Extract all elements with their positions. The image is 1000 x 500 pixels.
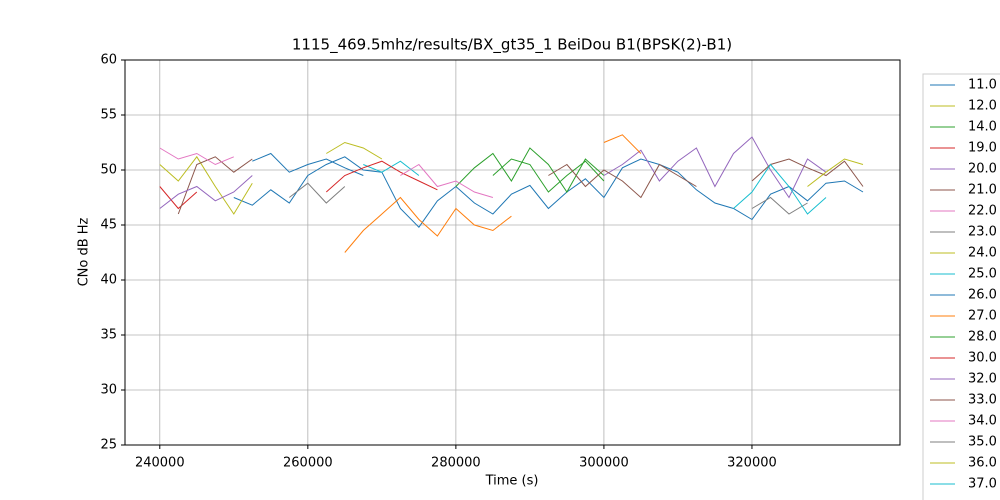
legend-label: 27.0 xyxy=(968,309,997,324)
series-line xyxy=(288,182,346,204)
legend-label: 37.0 xyxy=(968,477,997,492)
x-tick-label: 320000 xyxy=(727,456,777,471)
legend-label: 14.0 xyxy=(968,120,997,135)
legend-label: 21.0 xyxy=(968,183,997,198)
y-tick-label: 40 xyxy=(100,273,117,288)
series-line xyxy=(751,196,808,215)
series-line xyxy=(807,158,864,187)
series-line xyxy=(363,160,420,176)
series-line xyxy=(492,158,605,193)
series-line xyxy=(603,136,827,199)
legend-label: 34.0 xyxy=(968,414,997,429)
series-line xyxy=(455,147,605,193)
series-line xyxy=(177,156,253,215)
legend-label: 32.0 xyxy=(968,372,997,387)
y-tick-label: 30 xyxy=(100,383,117,398)
legend-label: 36.0 xyxy=(968,456,997,471)
series-line xyxy=(344,134,642,253)
plot-frame xyxy=(124,59,901,446)
legend-label: 35.0 xyxy=(968,435,997,450)
legend-label: 30.0 xyxy=(968,351,997,366)
legend-label: 20.0 xyxy=(968,162,997,177)
y-tick-label: 60 xyxy=(100,53,117,68)
series-line xyxy=(326,141,383,160)
legend-label: 33.0 xyxy=(968,393,997,408)
x-axis-label: Time (s) xyxy=(485,474,539,489)
y-tick-label: 45 xyxy=(100,218,117,233)
series-line xyxy=(733,163,827,215)
series-line xyxy=(159,147,234,166)
legend-box xyxy=(922,73,1000,500)
y-tick-label: 55 xyxy=(100,108,117,123)
legend-label: 19.0 xyxy=(968,141,997,156)
x-tick-label: 300000 xyxy=(579,456,629,471)
series-line xyxy=(252,152,364,176)
chart-title: 1115_469.5mhz/results/BX_gt35_1 BeiDou B… xyxy=(292,36,732,55)
series-line xyxy=(400,163,494,198)
legend-label: 25.0 xyxy=(968,267,997,282)
series-line xyxy=(325,160,438,193)
series-line xyxy=(233,156,864,228)
x-tick-label: 260000 xyxy=(283,456,333,471)
series-line xyxy=(159,155,253,215)
legend-label: 26.0 xyxy=(968,288,997,303)
x-tick-label: 280000 xyxy=(431,456,481,471)
series-line xyxy=(159,175,253,209)
legend-label: 11.0 xyxy=(968,78,997,93)
legend-label: 24.0 xyxy=(968,246,997,261)
y-tick-label: 35 xyxy=(100,328,117,343)
y-tick-label: 50 xyxy=(100,163,117,178)
series-line xyxy=(159,186,198,210)
legend-label: 28.0 xyxy=(968,330,997,345)
legend-label: 23.0 xyxy=(968,225,997,240)
legend-label: 12.0 xyxy=(968,99,997,114)
x-tick-label: 240000 xyxy=(135,456,185,471)
y-axis-label: CNo dB Hz xyxy=(77,217,92,286)
legend-label: 22.0 xyxy=(968,204,997,219)
y-tick-label: 25 xyxy=(100,438,117,453)
